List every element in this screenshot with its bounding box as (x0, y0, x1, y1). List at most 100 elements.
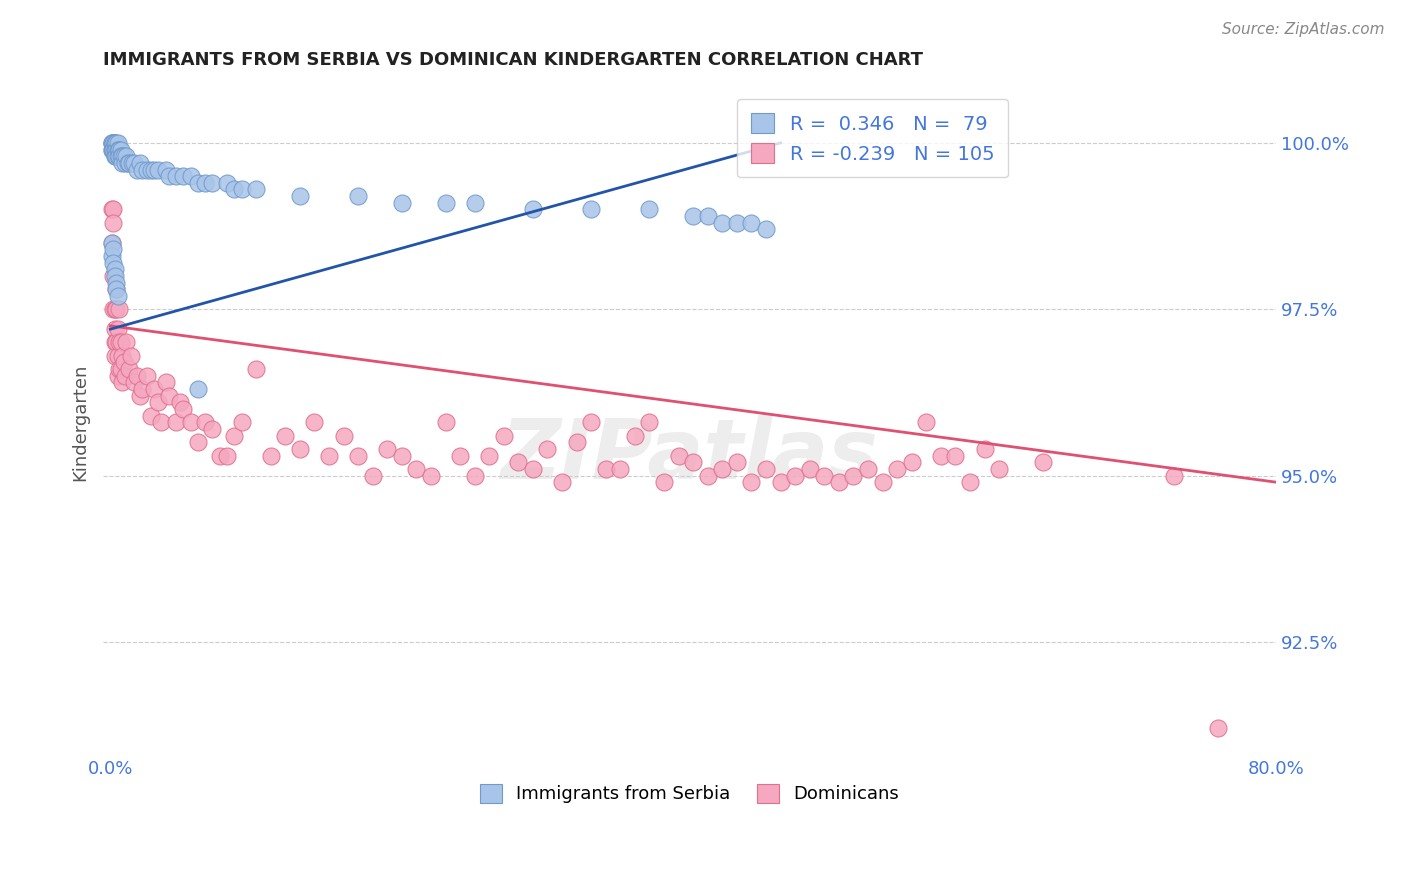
Point (755, 462, 778, 476)
Legend: Immigrants from Serbia, Dominicans: Immigrants from Serbia, Dominicans (471, 775, 908, 813)
Point (128, 389, 150, 403)
Point (135, 162, 157, 177)
Point (434, 195, 457, 210)
Point (104, 302, 127, 317)
Point (856, 462, 879, 476)
Point (114, 156, 136, 170)
Point (105, 136, 128, 150)
Point (122, 156, 145, 170)
Point (332, 428, 354, 442)
Point (104, 149, 127, 163)
Point (105, 143, 128, 157)
Point (973, 442, 995, 456)
Point (347, 189, 370, 203)
Point (288, 442, 311, 456)
Point (103, 143, 125, 157)
Point (419, 468, 441, 483)
Point (187, 176, 209, 190)
Point (157, 169, 180, 183)
Point (107, 349, 129, 363)
Point (785, 468, 807, 483)
Point (111, 156, 134, 170)
Point (105, 282, 128, 296)
Point (449, 449, 471, 463)
Point (125, 368, 148, 383)
Point (107, 149, 129, 163)
Point (696, 209, 718, 223)
Point (725, 455, 748, 469)
Point (120, 349, 142, 363)
Point (103, 243, 125, 257)
Point (103, 302, 125, 317)
Point (536, 442, 558, 456)
Point (131, 382, 153, 396)
Point (104, 143, 127, 157)
Point (201, 422, 224, 436)
Point (101, 235, 124, 250)
Point (194, 415, 217, 429)
Point (245, 362, 267, 376)
Point (105, 302, 128, 317)
Point (224, 428, 246, 442)
Point (274, 428, 297, 442)
Point (915, 415, 938, 429)
Point (108, 143, 131, 157)
Point (110, 362, 132, 376)
Point (155, 162, 177, 177)
Point (131, 162, 153, 177)
Point (180, 415, 202, 429)
Point (104, 335, 127, 350)
Point (128, 156, 150, 170)
Point (107, 322, 129, 336)
Point (104, 136, 127, 150)
Point (929, 449, 952, 463)
Point (103, 255, 125, 269)
Point (638, 415, 661, 429)
Point (108, 302, 131, 317)
Point (361, 468, 384, 483)
Point (108, 143, 131, 157)
Point (595, 462, 617, 476)
Text: IMMIGRANTS FROM SERBIA VS DOMINICAN KINDERGARTEN CORRELATION CHART: IMMIGRANTS FROM SERBIA VS DOMINICAN KIND… (103, 51, 924, 69)
Point (464, 195, 486, 210)
Point (104, 136, 127, 150)
Point (522, 202, 544, 217)
Point (118, 156, 141, 170)
Point (579, 202, 602, 217)
Point (187, 382, 209, 396)
Point (492, 428, 515, 442)
Point (121, 156, 143, 170)
Point (110, 143, 132, 157)
Point (725, 216, 748, 230)
Point (105, 335, 128, 350)
Point (668, 449, 690, 463)
Point (508, 455, 530, 469)
Point (103, 216, 125, 230)
Point (157, 389, 180, 403)
Point (260, 449, 283, 463)
Point (872, 475, 894, 490)
Point (304, 415, 326, 429)
Point (208, 449, 231, 463)
Point (115, 335, 138, 350)
Point (169, 395, 191, 409)
Point (828, 475, 851, 490)
Point (464, 468, 486, 483)
Point (103, 136, 125, 150)
Point (288, 189, 311, 203)
Point (108, 335, 131, 350)
Point (231, 182, 253, 196)
Point (165, 169, 187, 183)
Point (104, 322, 127, 336)
Point (1163, 468, 1185, 483)
Point (375, 442, 398, 456)
Point (172, 169, 194, 183)
Point (117, 156, 139, 170)
Point (101, 143, 124, 157)
Point (141, 409, 163, 423)
Point (405, 462, 427, 476)
Point (682, 455, 704, 469)
Point (148, 395, 170, 409)
Point (101, 143, 124, 157)
Point (711, 216, 734, 230)
